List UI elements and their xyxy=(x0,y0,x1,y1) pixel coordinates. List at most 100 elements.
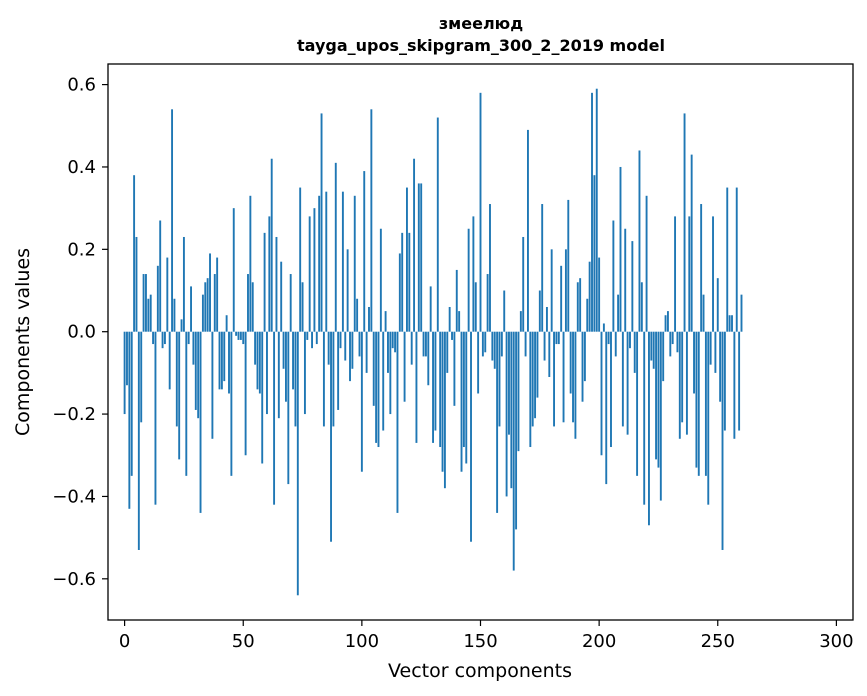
bar xyxy=(261,331,264,464)
bar xyxy=(564,249,567,332)
bar xyxy=(517,331,520,452)
bar xyxy=(484,331,487,353)
bar xyxy=(702,294,705,332)
bar xyxy=(527,129,529,332)
bar xyxy=(382,331,385,431)
bar xyxy=(273,331,276,505)
bar xyxy=(572,331,574,423)
bar xyxy=(486,274,489,332)
x-axis-ticks: 0 50 100 150 200 250 300 xyxy=(119,620,854,652)
bar xyxy=(218,331,221,390)
bar xyxy=(448,306,451,332)
bar xyxy=(422,331,425,357)
bar xyxy=(325,191,328,332)
bar xyxy=(225,315,228,332)
bar xyxy=(474,282,477,332)
bar xyxy=(619,166,622,332)
bar xyxy=(353,195,356,332)
bar xyxy=(510,331,513,489)
bar xyxy=(681,331,684,423)
bar xyxy=(541,204,544,332)
bar xyxy=(266,331,268,415)
bar xyxy=(247,274,249,332)
y-tick-label: 0.4 xyxy=(67,157,96,178)
bar xyxy=(441,331,444,472)
bar xyxy=(341,191,344,332)
bar xyxy=(173,298,176,332)
bar xyxy=(700,204,703,332)
bar xyxy=(567,199,570,332)
bar xyxy=(648,331,650,526)
bar xyxy=(232,208,235,332)
y-tick-label: 0.0 xyxy=(67,322,96,343)
bar xyxy=(676,331,679,353)
bar xyxy=(636,331,639,476)
bar xyxy=(555,331,558,345)
bar xyxy=(330,331,332,542)
bar xyxy=(678,331,681,439)
bar xyxy=(586,298,589,332)
bar xyxy=(629,331,631,349)
bar xyxy=(704,331,707,476)
bar xyxy=(308,216,311,332)
bar xyxy=(299,187,302,332)
bar xyxy=(358,331,361,357)
bar xyxy=(242,331,245,345)
bar xyxy=(394,331,397,353)
bar xyxy=(712,216,714,332)
bar xyxy=(631,241,634,332)
bar xyxy=(368,306,370,332)
bar xyxy=(714,331,717,373)
bar xyxy=(458,311,461,332)
x-tick-label: 50 xyxy=(232,631,255,652)
bar xyxy=(156,265,159,332)
bar xyxy=(370,109,373,332)
y-tick-label: −0.4 xyxy=(52,486,96,507)
bar xyxy=(163,331,166,345)
bar xyxy=(529,331,532,448)
bar xyxy=(420,183,423,332)
bar xyxy=(377,331,380,448)
bar xyxy=(130,331,133,476)
bar xyxy=(477,331,480,394)
bar xyxy=(550,249,553,332)
x-tick-label: 200 xyxy=(582,631,616,652)
bar xyxy=(379,228,382,332)
bar xyxy=(690,154,693,332)
bar xyxy=(600,331,603,456)
bar xyxy=(410,331,413,365)
bar xyxy=(306,331,309,340)
bar xyxy=(204,282,207,332)
bar xyxy=(697,331,700,476)
bar xyxy=(614,331,617,357)
bar xyxy=(576,282,579,332)
bar xyxy=(220,331,223,390)
bar xyxy=(638,150,641,332)
bar xyxy=(602,323,605,332)
bar xyxy=(406,187,408,332)
bar xyxy=(562,331,565,423)
bar xyxy=(178,331,181,460)
bar xyxy=(346,249,349,332)
bar xyxy=(498,331,501,427)
bar xyxy=(536,331,539,398)
bar xyxy=(249,195,252,332)
y-tick-label: −0.2 xyxy=(52,404,96,425)
bar xyxy=(505,331,508,497)
bar xyxy=(372,331,375,406)
bar xyxy=(415,331,418,443)
bar xyxy=(557,331,560,345)
bar xyxy=(244,331,247,456)
bar xyxy=(598,257,601,332)
bar xyxy=(311,331,313,349)
bar xyxy=(481,331,484,357)
bar xyxy=(282,331,285,369)
bar xyxy=(496,331,499,513)
bar xyxy=(398,253,401,332)
bar xyxy=(228,331,230,394)
bar xyxy=(427,331,430,386)
bar xyxy=(201,294,204,332)
bar xyxy=(175,331,178,427)
bar xyxy=(721,331,724,550)
